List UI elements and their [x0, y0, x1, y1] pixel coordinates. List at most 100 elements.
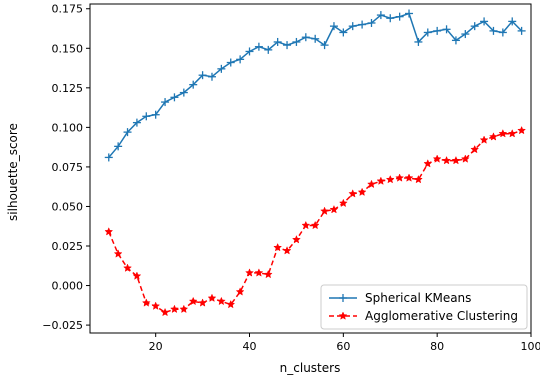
- data-point: [113, 249, 123, 258]
- data-point: [423, 159, 433, 168]
- data-point: [489, 26, 498, 35]
- data-point: [114, 142, 123, 151]
- legend: Spherical KMeans Agglomerative Clustering: [320, 284, 528, 330]
- legend-item: Spherical KMeans: [329, 291, 471, 305]
- data-point: [358, 20, 367, 29]
- x-tick-label: 20: [149, 340, 163, 353]
- data-point: [348, 189, 358, 198]
- data-point: [414, 37, 423, 46]
- series-line: [108, 129, 522, 314]
- data-point: [283, 41, 292, 50]
- data-point: [264, 45, 273, 54]
- y-tick-label: 0.175: [52, 3, 84, 16]
- data-point: [292, 37, 301, 46]
- data-point: [245, 268, 254, 277]
- data-point: [123, 263, 132, 272]
- data-point: [480, 17, 489, 26]
- x-tick-label: 60: [336, 340, 350, 353]
- y-tick-label: 0.150: [52, 42, 84, 55]
- data-point: [189, 80, 198, 89]
- data-point: [329, 204, 339, 214]
- data-point: [301, 220, 311, 230]
- data-point: [282, 246, 292, 255]
- data-point: [498, 129, 508, 138]
- data-point: [170, 93, 179, 102]
- data-point: [310, 220, 320, 230]
- data-point: [292, 235, 301, 244]
- y-tick-label: 0.025: [52, 240, 84, 253]
- data-point: [376, 176, 386, 185]
- data-point: [507, 129, 517, 138]
- data-point: [254, 42, 263, 51]
- data-point: [141, 298, 151, 307]
- data-point: [320, 41, 329, 50]
- x-tick-label: 40: [243, 340, 257, 353]
- data-point: [301, 33, 310, 42]
- data-point: [432, 154, 442, 163]
- data-point: [263, 269, 273, 279]
- legend-marker: [338, 311, 348, 320]
- y-tick-label: 0.100: [52, 121, 84, 134]
- data-point: [367, 179, 376, 189]
- x-tick-label: 100: [521, 340, 540, 353]
- data-point: [273, 37, 282, 46]
- legend-label: Agglomerative Clustering: [365, 309, 518, 323]
- y-axis-ticks: −0.025 0.000 0.025 0.050 0.075 0.100 0.125 0.15…: [42, 3, 90, 332]
- data-point: [433, 26, 442, 35]
- data-point: [339, 28, 348, 37]
- data-point: [395, 12, 404, 21]
- data-point: [461, 30, 470, 39]
- data-point: [236, 55, 245, 64]
- data-point: [151, 301, 161, 310]
- data-point: [254, 268, 264, 277]
- data-point: [198, 298, 208, 307]
- data-point: [198, 71, 207, 80]
- data-point: [460, 154, 470, 163]
- data-point: [517, 26, 526, 35]
- data-point: [104, 227, 114, 236]
- data-point: [207, 72, 216, 81]
- data-point: [423, 28, 432, 37]
- y-tick-label: −0.025: [42, 319, 83, 332]
- data-point: [132, 271, 142, 280]
- x-tick-label: 80: [430, 340, 444, 353]
- x-axis-ticks: 20 40 60 80 100: [149, 333, 540, 353]
- legend-label: Spherical KMeans: [365, 291, 471, 305]
- data-point: [151, 110, 160, 119]
- series-1: [104, 125, 527, 317]
- data-point: [311, 34, 320, 43]
- data-point: [329, 22, 338, 31]
- data-point: [245, 47, 254, 56]
- data-point: [479, 135, 489, 144]
- data-point: [142, 112, 151, 121]
- legend-box: [320, 284, 528, 330]
- data-point: [367, 18, 376, 27]
- data-point: [386, 14, 395, 23]
- data-point: [470, 22, 479, 31]
- data-point: [226, 299, 236, 309]
- data-point: [395, 173, 405, 182]
- data-point: [217, 64, 226, 73]
- data-point: [451, 36, 460, 45]
- data-point: [179, 304, 189, 314]
- data-point: [385, 174, 395, 184]
- data-point: [160, 307, 170, 317]
- data-point: [235, 287, 245, 296]
- data-point: [517, 125, 527, 135]
- data-point: [498, 28, 507, 37]
- x-axis-title: n_clusters: [280, 361, 341, 375]
- data-point: [405, 9, 414, 18]
- y-axis-title: silhouette_score: [6, 123, 20, 221]
- y-tick-label: 0.125: [52, 82, 84, 95]
- data-point: [123, 128, 132, 137]
- y-tick-label: 0.050: [52, 200, 84, 213]
- data-point: [376, 11, 385, 20]
- data-point: [404, 173, 414, 182]
- y-tick-label: 0.000: [52, 280, 84, 293]
- series-0: [104, 9, 526, 162]
- data-point: [216, 296, 226, 306]
- data-point: [226, 58, 235, 67]
- data-point: [348, 22, 357, 31]
- axes-frame: [89, 3, 532, 334]
